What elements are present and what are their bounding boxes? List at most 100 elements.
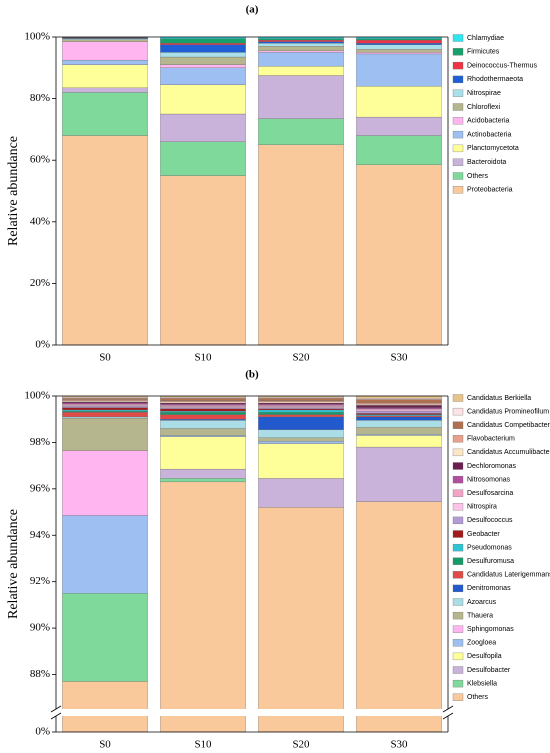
bar-segment bbox=[258, 398, 344, 401]
legend-label: Candidatus Promineofilum bbox=[467, 408, 549, 415]
bar-segment bbox=[258, 75, 344, 119]
chart-title: (a) bbox=[246, 4, 259, 16]
bar-segment bbox=[356, 409, 442, 412]
bar-segment bbox=[62, 401, 148, 404]
bar-segment bbox=[258, 38, 344, 41]
bar-segment bbox=[160, 67, 246, 85]
bar-segment bbox=[62, 410, 148, 413]
bar-segment bbox=[62, 41, 148, 61]
legend-label: Candidatus Competibacter bbox=[467, 422, 550, 429]
bar-segment bbox=[258, 437, 344, 442]
bar-segment bbox=[160, 481, 246, 733]
bar-segment bbox=[258, 408, 344, 411]
bar-segment bbox=[160, 43, 246, 45]
bar-segment bbox=[258, 443, 344, 479]
x-tick-label: S10 bbox=[194, 352, 212, 364]
bar-segment bbox=[160, 401, 246, 404]
legend-swatch bbox=[452, 186, 464, 194]
legend-swatch bbox=[452, 103, 464, 111]
bar-segment bbox=[356, 399, 442, 404]
bar-segment bbox=[160, 397, 246, 399]
bar-segment bbox=[258, 118, 344, 145]
bar-segment bbox=[258, 478, 344, 508]
bar-segment bbox=[160, 412, 246, 415]
legend-label: Others bbox=[467, 173, 489, 180]
bar-segment bbox=[160, 468, 246, 479]
legend-swatch bbox=[452, 598, 464, 606]
bar-segment bbox=[356, 405, 442, 408]
bar-segment bbox=[356, 116, 442, 136]
legend-label: Proteobacteria bbox=[467, 187, 513, 194]
bar-segment bbox=[356, 415, 442, 418]
y-tick-label: 88% bbox=[30, 668, 50, 680]
legend-label: Zoogloea bbox=[467, 640, 496, 647]
y-tick-label: 40% bbox=[30, 215, 50, 227]
legend-swatch bbox=[452, 394, 464, 402]
axis-break bbox=[50, 709, 454, 716]
bar-segment bbox=[356, 38, 442, 41]
bar-segment bbox=[160, 478, 246, 483]
legend-swatch bbox=[452, 475, 464, 484]
legend-label: Candidatus Berkiella bbox=[467, 395, 531, 402]
bar-segment bbox=[160, 407, 246, 409]
legend-swatch bbox=[452, 158, 464, 166]
bar-segment bbox=[62, 59, 148, 65]
legend-label: Deinococcus-Thermus bbox=[467, 62, 538, 69]
bar-segment bbox=[62, 515, 148, 594]
bar-segment bbox=[356, 410, 442, 414]
legend-label: Azoarcus bbox=[467, 599, 497, 606]
legend-label: Nitrospira bbox=[467, 504, 497, 511]
legend-swatch bbox=[452, 516, 464, 525]
legend-swatch bbox=[452, 75, 464, 84]
bar-segment bbox=[258, 403, 344, 406]
y-tick-label: 98% bbox=[30, 436, 50, 448]
legend-label: Nitrosomonas bbox=[467, 476, 511, 483]
bar-segment bbox=[356, 434, 442, 436]
bar-segment bbox=[62, 64, 148, 88]
bar-segment bbox=[62, 135, 148, 346]
legend-label: Candidatus Accumulibacter bbox=[467, 449, 550, 456]
bar-segment bbox=[258, 406, 344, 408]
legend-label: Rhodothermaeota bbox=[467, 76, 523, 83]
bar-segment bbox=[160, 113, 246, 142]
x-tick-label: S30 bbox=[390, 352, 408, 364]
bar-segment bbox=[62, 400, 148, 402]
legend-swatch bbox=[452, 571, 464, 579]
bar-segment bbox=[356, 501, 442, 733]
legend-label: Others bbox=[467, 694, 489, 701]
bar-segment bbox=[258, 407, 344, 409]
bar-segment bbox=[62, 417, 148, 451]
bar-segment bbox=[160, 402, 246, 405]
bar-segment bbox=[62, 593, 148, 682]
bar-segment bbox=[356, 416, 442, 421]
bar-segment bbox=[62, 399, 148, 401]
bar-segment bbox=[356, 403, 442, 406]
bar-segment bbox=[258, 400, 344, 402]
legend-swatch bbox=[452, 407, 464, 416]
y-tick-label: 20% bbox=[30, 277, 50, 289]
bar-segment bbox=[160, 420, 246, 429]
x-tick-label: S10 bbox=[194, 739, 212, 751]
bar-segment bbox=[356, 446, 442, 502]
bar-segment bbox=[160, 408, 246, 412]
legend-swatch bbox=[452, 89, 464, 97]
legend-swatch bbox=[452, 489, 464, 497]
bar-segment bbox=[258, 66, 344, 76]
legend-swatch bbox=[452, 130, 464, 139]
bar-segment bbox=[258, 402, 344, 405]
legend-label: Bacteroidota bbox=[467, 159, 506, 166]
bar-segment bbox=[160, 52, 246, 58]
bar-segment bbox=[356, 86, 442, 118]
legend-label: Actinobacteria bbox=[467, 131, 511, 138]
legend-swatch bbox=[452, 530, 464, 538]
bar-segment bbox=[356, 44, 442, 50]
bar-segment bbox=[160, 398, 246, 401]
legend-label: Denitromonas bbox=[467, 585, 511, 592]
y-tick-label: 80% bbox=[30, 92, 50, 104]
legend-swatch bbox=[452, 503, 464, 511]
bar-segment bbox=[62, 398, 148, 400]
bar-segment bbox=[356, 402, 442, 405]
bar-segment bbox=[258, 41, 344, 44]
bar-segment bbox=[356, 53, 442, 87]
y-tick-label: 0% bbox=[35, 339, 50, 351]
